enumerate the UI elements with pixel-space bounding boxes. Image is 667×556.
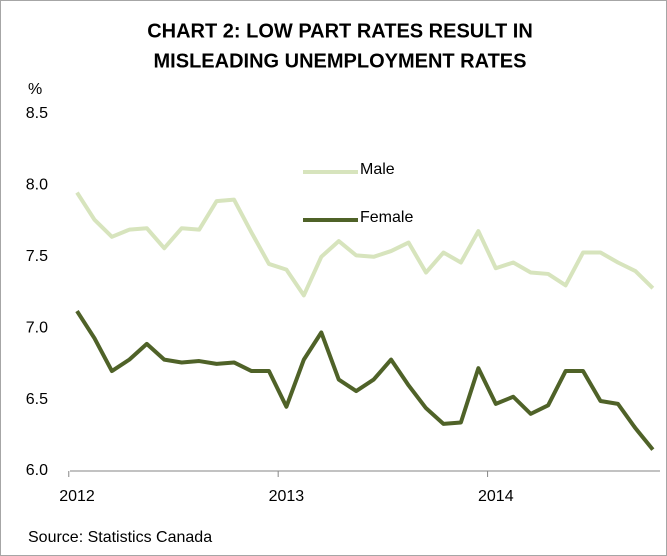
legend-label: Male [360, 161, 395, 178]
x-tick-label: 2013 [269, 488, 305, 505]
y-tick-label: 8.5 [26, 105, 48, 122]
series-line [75, 191, 655, 298]
chart-title: MISLEADING UNEMPLOYMENT RATES [154, 50, 527, 72]
y-tick-label: 8.0 [26, 177, 48, 194]
chart-title: CHART 2: LOW PART RATES RESULT IN [147, 20, 533, 42]
y-axis-label: % [28, 81, 42, 98]
x-tick-label: 2012 [59, 488, 95, 505]
y-tick-label: 6.5 [26, 391, 48, 408]
y-tick-label: 7.0 [26, 319, 48, 336]
y-tick-label: 7.5 [26, 248, 48, 265]
source: Source: Statistics Canada [28, 529, 212, 546]
legend-label: Female [360, 209, 413, 226]
x-tick-label: 2014 [478, 488, 514, 505]
series-line [75, 309, 655, 451]
y-tick-label: 6.0 [26, 462, 48, 479]
